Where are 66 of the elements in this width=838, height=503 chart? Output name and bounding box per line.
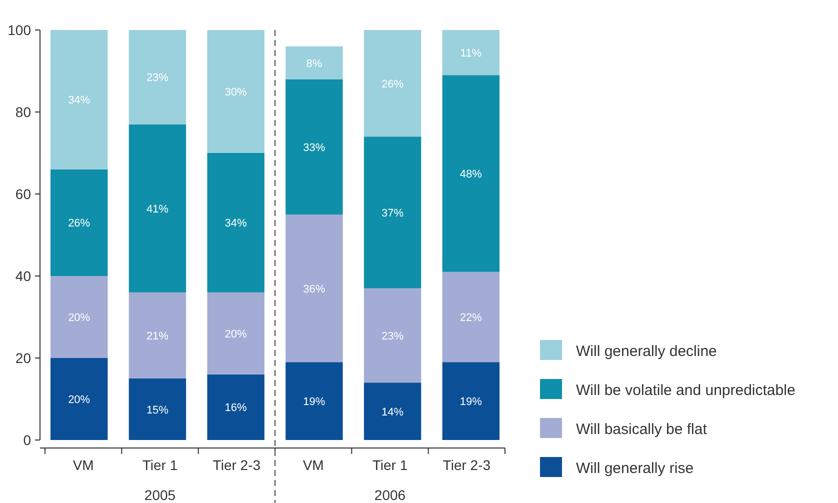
data-label: 48%: [460, 168, 482, 180]
x-tick-label: VM: [302, 457, 324, 473]
data-label: 15%: [146, 404, 169, 416]
bar: [286, 362, 343, 440]
data-label: 11%: [460, 48, 482, 60]
bar: [50, 276, 108, 358]
bar: [442, 30, 500, 76]
bar: [364, 382, 422, 440]
data-label: 20%: [224, 328, 248, 340]
legend-label: Will be volatile and unpredictable: [576, 382, 796, 399]
y-tick-label: 20: [15, 350, 32, 366]
data-label: 30%: [224, 86, 248, 98]
data-label: 20%: [68, 394, 90, 406]
x-tick-label: VM: [72, 457, 94, 473]
y-tick-label: 80: [15, 104, 32, 120]
bar: [128, 378, 186, 440]
x-tick-label: Tier 1: [142, 457, 178, 473]
bar: [207, 153, 264, 292]
legend-label: Will generally rise: [576, 460, 694, 477]
data-label: 34%: [68, 94, 90, 107]
y-tick-label: 100: [8, 22, 32, 38]
y-tick-label: 60: [15, 186, 32, 202]
legend-label: Will generally decline: [576, 343, 717, 360]
y-tick-label: 0: [23, 432, 32, 448]
data-label: 19%: [460, 396, 482, 408]
bar: [128, 124, 186, 292]
data-label: 8%: [306, 58, 322, 70]
text: 2005: [144, 487, 176, 503]
bar: [364, 288, 422, 383]
data-label: 36%: [303, 283, 326, 296]
data-label: 22%: [460, 312, 482, 324]
data-label: 20%: [68, 312, 90, 324]
bar: [207, 292, 264, 374]
x-tick-label: Tier 2-3: [442, 457, 491, 473]
legend-label: Will basically be flat: [576, 421, 708, 438]
data-label: 16%: [224, 402, 248, 414]
bar: [207, 374, 264, 440]
bar: [128, 30, 186, 124]
data-label: 34%: [224, 218, 248, 230]
data-label: 41%: [146, 203, 169, 216]
bar: [442, 362, 500, 440]
data-label: 19%: [303, 396, 326, 408]
bar: [50, 169, 108, 276]
y-tick-label: 40: [15, 268, 32, 284]
bar: [286, 46, 343, 80]
data-label: 37%: [382, 207, 404, 220]
data-label: 14%: [382, 406, 404, 418]
text: 2006: [374, 487, 406, 503]
x-tick-label: Tier 1: [372, 457, 408, 473]
data-label: 23%: [146, 72, 169, 84]
x-tick-label: Tier 2-3: [212, 457, 261, 473]
data-label: 26%: [382, 78, 404, 90]
bar: [207, 30, 264, 153]
bar: [286, 79, 343, 214]
bar: [364, 30, 422, 137]
bar: [50, 358, 108, 440]
bar: [286, 214, 343, 362]
bar: [442, 272, 500, 362]
data-label: 33%: [303, 142, 326, 154]
data-label: 21%: [146, 330, 169, 342]
bar: [364, 136, 422, 288]
data-label: 23%: [382, 330, 404, 342]
bar: [50, 30, 108, 170]
bar: [128, 292, 186, 378]
data-label: 26%: [68, 218, 90, 230]
bar: [442, 75, 500, 272]
